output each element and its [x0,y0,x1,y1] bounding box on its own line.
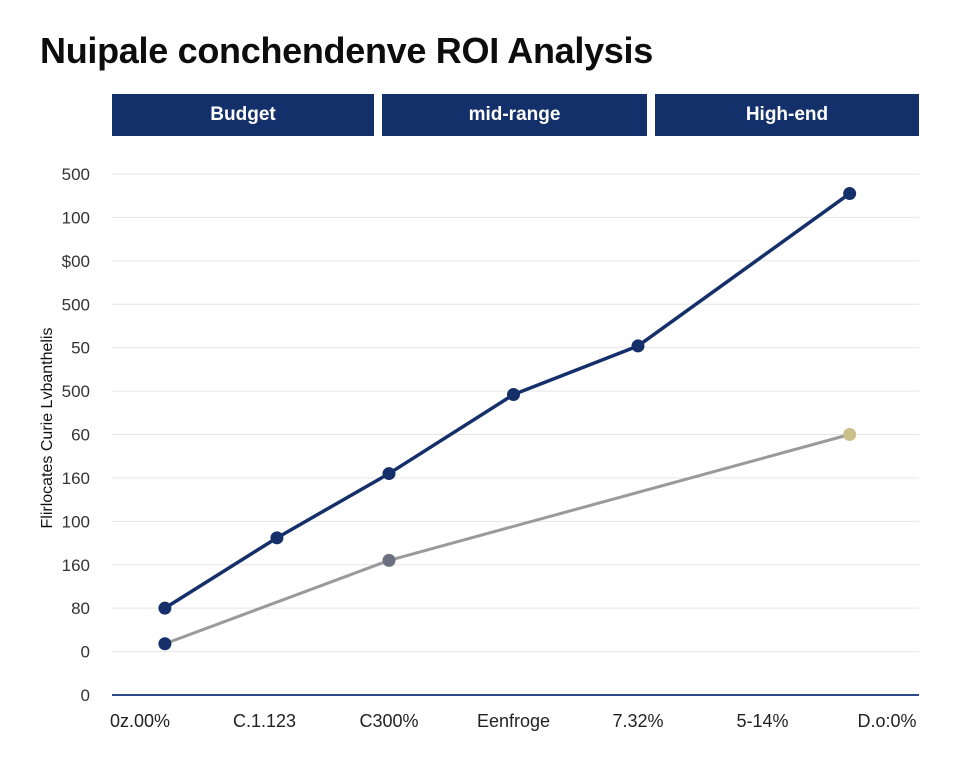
y-tick-label: 160 [62,469,90,488]
y-tick-label: 100 [62,208,90,227]
y-tick-label: 500 [62,165,90,184]
chart-title: Nuipale conchendenve ROI Analysis [40,30,653,71]
x-tick-label: C300% [359,711,418,731]
data-point-0 [507,388,520,402]
y-tick-label: 80 [71,599,90,618]
data-point-1 [382,553,396,567]
data-point-0 [270,531,284,545]
data-point-1 [843,428,857,441]
x-tick-label: D.o:0% [857,711,916,731]
tier-label-budget: Budget [112,94,374,136]
data-point-1 [158,637,172,651]
data-point-0 [382,467,396,481]
series [158,187,857,651]
y-tick-label: 500 [62,295,90,314]
y-axis-ticks: 0 0 80 160 100 160 60 500 50 500 $00 100 500 [62,165,90,705]
y-tick-label: 50 [71,339,90,358]
x-tick-label: Eenfroge [477,711,550,731]
y-tick-label: 60 [71,426,90,445]
y-tick-label: 0 [81,643,90,662]
y-tick-label: 500 [62,382,90,401]
y-tick-label: 0 [81,686,90,705]
y-tick-label: 100 [62,512,90,531]
series-line-0 [163,191,852,610]
x-tick-label: C.1.123 [233,711,296,731]
x-tick-label: 0z.00% [110,711,170,731]
x-tick-label: 5-14% [736,711,788,731]
series-line-1 [163,433,852,646]
x-tick-label: 7.32% [612,711,663,731]
data-point-0 [158,601,172,615]
tier-label-high-end: High-end [655,94,919,136]
x-axis-ticks: 0z.00% C.1.123 C300% Eenfroge 7.32% 5-14% D.o:… [110,711,917,731]
data-point-0 [631,339,645,353]
grid-lines [112,173,919,653]
y-tick-label: $00 [62,252,90,271]
y-axis-label: Flirlocates Curie Lvbanthelis [39,328,56,529]
tier-label-mid-range: mid-range [382,94,647,136]
data-point-0 [843,187,857,201]
y-tick-label: 160 [62,556,90,575]
